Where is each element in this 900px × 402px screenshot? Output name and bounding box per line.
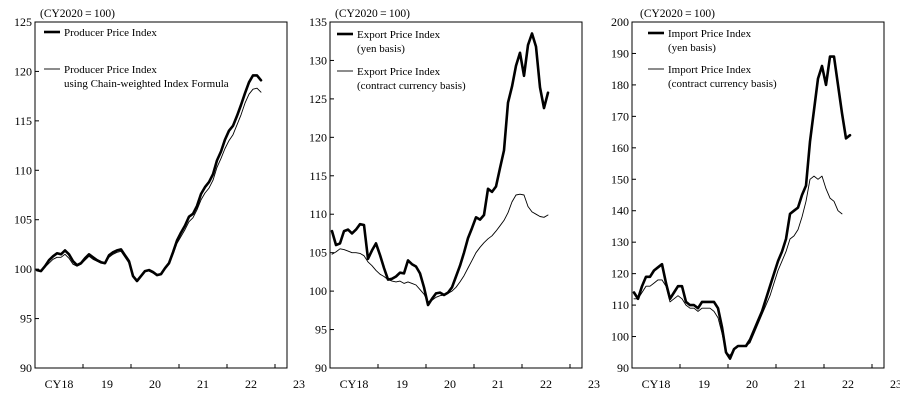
y-tick-label: 120 [611, 267, 629, 281]
y-tick-label: 120 [14, 64, 32, 78]
y-tick-label: 100 [14, 262, 32, 276]
y-tick-label: 180 [611, 78, 629, 92]
x-tick-label: 20 [149, 377, 161, 391]
y-tick-label: 150 [611, 172, 629, 186]
series-line-bold [35, 74, 263, 283]
x-tick-label: 23 [293, 377, 305, 391]
x-tick-label: 19 [396, 377, 408, 391]
legend-label: Producer Price Index [64, 64, 157, 76]
y-tick-label: 90 [20, 361, 32, 375]
x-tick-label: 21 [794, 377, 806, 391]
x-tick-label: 19 [698, 377, 710, 391]
y-tick-label: 105 [14, 213, 32, 227]
y-tick-label: 110 [309, 207, 327, 221]
y-tick-label: 90 [617, 361, 629, 375]
plot-frame [631, 21, 885, 369]
x-tick-label: 19 [101, 377, 113, 391]
y-tick-label: 105 [309, 246, 327, 260]
series-line-bold [632, 55, 852, 360]
x-tick-label: 21 [197, 377, 209, 391]
panel-import-price-index: (CY2020 = 100) 90 100 110 120 130 140 150 160 17… [611, 8, 900, 391]
series-line-thin [633, 175, 843, 356]
legend-label: (contract currency basis) [668, 78, 777, 90]
series-line-bold [330, 32, 550, 307]
y-tick-label: 110 [14, 163, 32, 177]
unit-label: (CY2020 = 100) [335, 8, 410, 20]
y-tick-label: 115 [309, 169, 327, 183]
x-tick-label: 21 [492, 377, 504, 391]
legend-label: (contract currency basis) [357, 80, 466, 92]
y-tick-label: 200 [611, 15, 629, 29]
x-tick-label: CY18 [45, 377, 74, 391]
panel-producer-price-index: (CY2020 = 100) 90 95 100 105 110 115 120 125 CY1… [14, 8, 305, 391]
x-tick-label: 23 [890, 377, 900, 391]
legend-label: (yen basis) [357, 43, 405, 55]
y-tick-label: 190 [611, 46, 629, 60]
x-tick-label: CY18 [340, 377, 369, 391]
y-tick-label: 95 [20, 312, 32, 326]
legend-label: Producer Price Index [64, 27, 157, 39]
legend-label: (yen basis) [668, 42, 716, 54]
y-tick-label: 135 [309, 15, 327, 29]
legend-label: Import Price Index [668, 28, 752, 40]
y-tick-label: 170 [611, 109, 629, 123]
y-tick-label: 130 [309, 53, 327, 67]
y-tick-label: 125 [309, 92, 327, 106]
legend-label: Import Price Index [668, 64, 752, 76]
legend-label: using Chain-weighted Index Formula [64, 78, 229, 90]
y-tick-label: 90 [315, 361, 327, 375]
unit-label: (CY2020 = 100) [640, 8, 715, 20]
legend-label: Export Price Index [357, 29, 441, 41]
legend-label: Export Price Index [357, 66, 441, 78]
x-tick-label: CY18 [642, 377, 671, 391]
x-tick-label: 22 [245, 377, 257, 391]
y-tick-label: 110 [611, 298, 629, 312]
y-tick-label: 100 [611, 330, 629, 344]
y-tick-label: 125 [14, 15, 32, 29]
y-tick-label: 160 [611, 141, 629, 155]
series-line-thin [36, 87, 262, 281]
x-tick-label: 23 [588, 377, 600, 391]
y-tick-label: 120 [309, 130, 327, 144]
y-tick-label: 95 [315, 323, 327, 337]
x-tick-label: 20 [444, 377, 456, 391]
y-tick-label: 130 [611, 235, 629, 249]
y-tick-label: 100 [309, 284, 327, 298]
x-tick-label: 20 [746, 377, 758, 391]
x-tick-label: 22 [842, 377, 854, 391]
unit-label: (CY2020 = 100) [40, 8, 115, 20]
y-tick-label: 140 [611, 204, 629, 218]
x-tick-label: 22 [540, 377, 552, 391]
y-tick-label: 115 [14, 114, 32, 128]
plot-frame [329, 21, 583, 369]
panel-export-price-index: (CY2020 = 100) 90 95 100 105 110 115 120 125 130… [309, 8, 600, 391]
plot-frame [34, 21, 288, 369]
series-line-thin [331, 193, 549, 303]
